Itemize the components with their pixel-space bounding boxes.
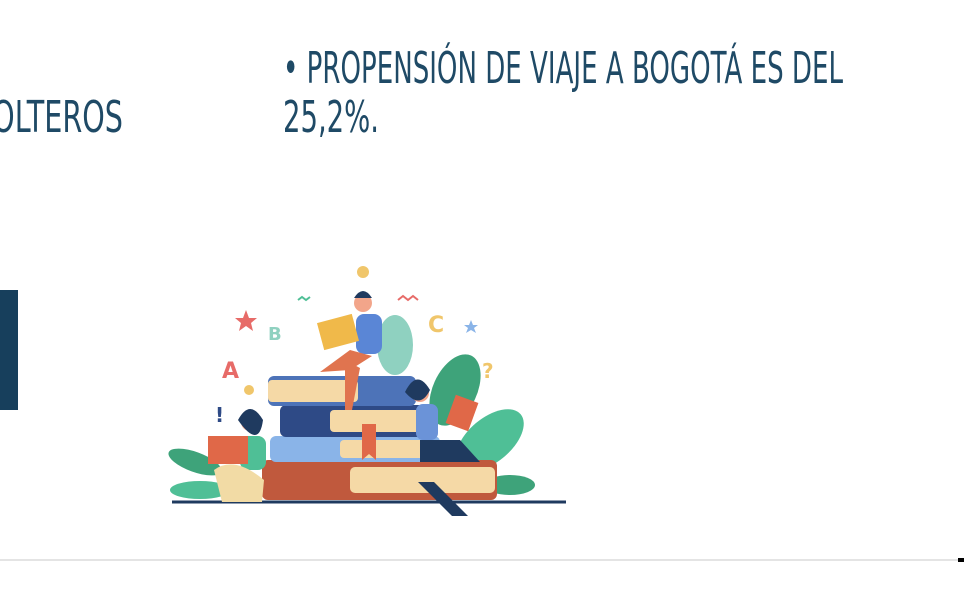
footer-mark <box>958 558 964 562</box>
slide: SOLTEROS • PROPENSIÓN DE VIAJE A BOGOTÁ … <box>0 0 964 596</box>
cut-letter <box>0 290 18 410</box>
page: SOLTEROS • PROPENSIÓN DE VIAJE A BOGOTÁ … <box>0 0 964 596</box>
svg-text:B: B <box>268 324 282 345</box>
svg-text:C: C <box>428 313 444 338</box>
bullet-line: 25,2%. <box>283 92 379 143</box>
left-word: SOLTEROS <box>0 92 123 143</box>
svg-text:!: ! <box>215 403 224 427</box>
bullet-line: • PROPENSIÓN DE VIAJE A BOGOTÁ ES DEL <box>283 41 843 94</box>
svg-text:?: ? <box>482 359 494 383</box>
svg-text:A: A <box>222 359 239 384</box>
